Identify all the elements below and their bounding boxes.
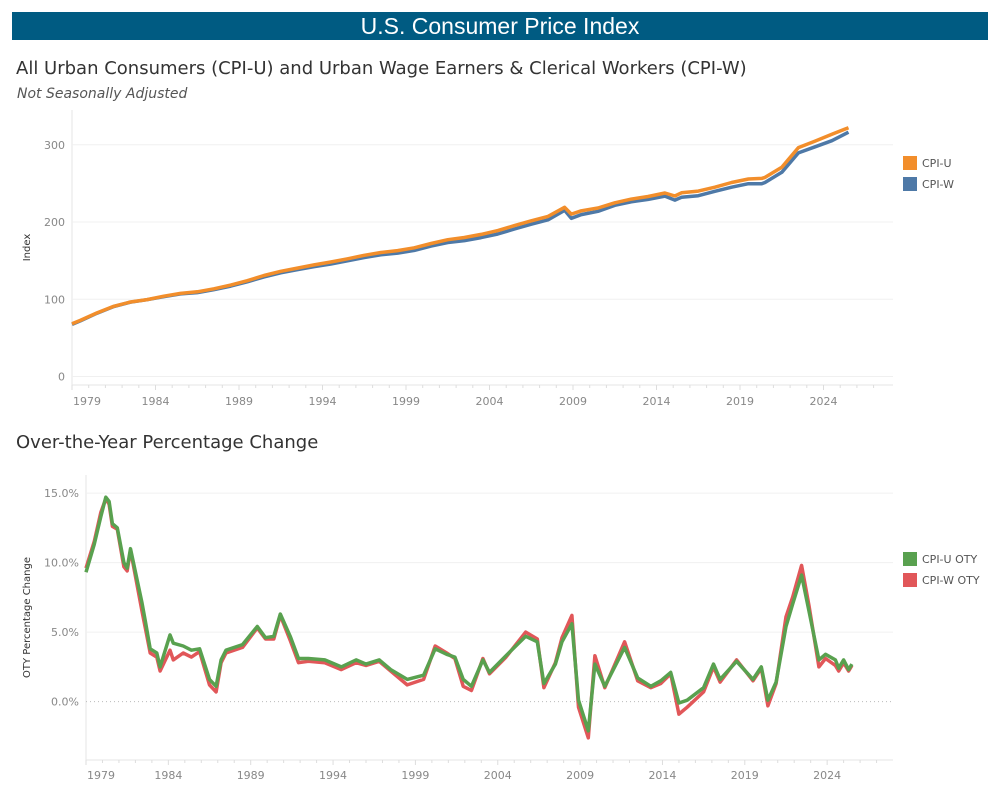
y-axis-title: OTY Percentage Change <box>22 557 33 678</box>
x-tick-label: 1989 <box>237 769 265 782</box>
dashboard-title: U.S. Consumer Price Index <box>12 12 988 40</box>
y-tick-label: 15.0% <box>44 487 79 500</box>
y-tick-label: 0 <box>58 371 65 384</box>
x-tick-label: 1999 <box>392 395 420 408</box>
legend-swatch <box>903 573 917 587</box>
legend-label: CPI-U OTY <box>922 553 977 566</box>
x-tick-label: 1984 <box>142 395 170 408</box>
chart1-subtitle: Not Seasonally Adjusted <box>17 86 188 102</box>
x-tick-label: 1994 <box>309 395 337 408</box>
x-tick-label: 1989 <box>225 395 253 408</box>
x-tick-label: 2014 <box>643 395 671 408</box>
x-tick-label: 2024 <box>810 395 838 408</box>
series-line-cpi-w-oty <box>84 496 854 740</box>
x-tick-label: 1999 <box>401 769 429 782</box>
x-tick-label: 2009 <box>559 395 587 408</box>
x-tick-label: 1994 <box>319 769 347 782</box>
x-tick-label: 2019 <box>726 395 754 408</box>
x-tick-label: 2004 <box>476 395 504 408</box>
y-tick-label: 200 <box>44 216 65 229</box>
y-tick-label: 100 <box>44 293 65 306</box>
x-tick-label: 2014 <box>648 769 676 782</box>
x-tick-label: 2024 <box>813 769 841 782</box>
chart1-title: All Urban Consumers (CPI-U) and Urban Wa… <box>16 58 747 79</box>
legend-label: CPI-W OTY <box>922 574 980 587</box>
x-tick-label: 2004 <box>484 769 512 782</box>
legend-label: CPI-U <box>922 157 952 170</box>
x-tick-label: 1979 <box>87 769 115 782</box>
x-tick-label: 2019 <box>731 769 759 782</box>
series-line-cpi-u <box>71 126 850 326</box>
y-tick-label: 300 <box>44 139 65 152</box>
legend-label: CPI-W <box>922 178 954 191</box>
y-axis-title: Index <box>22 234 33 262</box>
legend-swatch <box>903 552 917 566</box>
legend-swatch <box>903 156 917 170</box>
y-tick-label: 0.0% <box>51 696 79 709</box>
series-line-cpi-w <box>71 130 850 327</box>
x-tick-label: 1979 <box>73 395 101 408</box>
y-tick-label: 5.0% <box>51 626 79 639</box>
series-line-cpi-u-oty <box>84 495 854 733</box>
chart2-title: Over-the-Year Percentage Change <box>16 432 319 453</box>
y-tick-label: 10.0% <box>44 557 79 570</box>
x-tick-label: 1984 <box>154 769 182 782</box>
legend-swatch <box>903 177 917 191</box>
x-tick-label: 2009 <box>566 769 594 782</box>
